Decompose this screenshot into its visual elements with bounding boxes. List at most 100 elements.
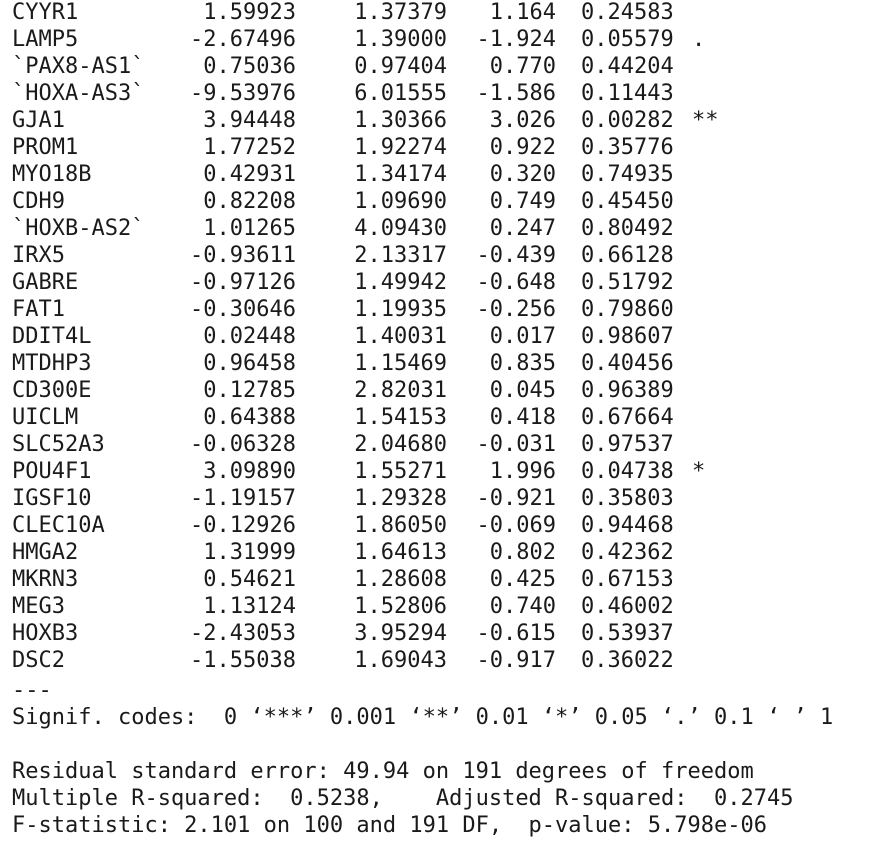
estimate-value: 1.13124 [203,594,296,619]
p-value: 0.24583 [581,0,674,25]
p-value: 0.79860 [581,297,674,322]
estimate-value: 0.82208 [203,189,296,214]
p-value: 0.11443 [581,81,674,106]
gene-name: GABRE [12,270,79,295]
estimate-value: 1.01265 [203,216,296,241]
gene-name: FAT1 [12,297,65,322]
std-error-value: 1.39000 [354,27,447,52]
t-value: 3.026 [489,108,556,133]
std-error-value: 1.64613 [354,540,447,565]
estimate-value: -0.97126 [190,270,296,295]
p-value: 0.40456 [581,351,674,376]
std-error-value: 1.69043 [354,648,447,673]
std-error-value: 1.52806 [354,594,447,619]
t-value: 0.017 [489,324,556,349]
p-value: 0.51792 [581,270,674,295]
std-error-value: 4.09430 [354,216,447,241]
residual-error-line: Residual standard error: 49.94 on 191 de… [12,759,754,784]
estimate-value: 3.94448 [203,108,296,133]
t-value: -0.256 [476,297,556,322]
p-value: 0.97537 [581,432,674,457]
std-error-value: 1.09690 [354,189,447,214]
r-squared-line: Multiple R-squared: 0.5238, Adjusted R-s… [12,786,807,811]
t-value: -0.921 [476,486,556,511]
p-value: 0.53937 [581,621,674,646]
std-error-value: 1.54153 [354,405,447,430]
estimate-value: 3.09890 [203,459,296,484]
estimate-value: -1.55038 [190,648,296,673]
estimate-value: -0.06328 [190,432,296,457]
gene-name: `HOXB-AS2` [12,216,145,241]
t-value: 0.740 [489,594,556,619]
gene-name: GJA1 [12,108,65,133]
std-error-value: 1.30366 [354,108,447,133]
t-value: -1.924 [476,27,556,52]
std-error-value: 3.95294 [354,621,447,646]
std-error-value: 1.49942 [354,270,447,295]
std-error-value: 6.01555 [354,81,447,106]
std-error-value: 1.29328 [354,486,447,511]
t-value: 0.418 [489,405,556,430]
p-value: 0.00282 [581,108,674,133]
p-value: 0.35776 [581,135,674,160]
signif-codes-line: Signif. codes: 0 ‘***’ 0.001 ‘**’ 0.01 ‘… [12,705,834,730]
p-value: 0.36022 [581,648,674,673]
p-value: 0.35803 [581,486,674,511]
estimate-value: 0.64388 [203,405,296,430]
t-value: 0.320 [489,162,556,187]
gene-name: PROM1 [12,135,79,160]
std-error-value: 1.86050 [354,513,447,538]
t-value: 1.164 [489,0,556,25]
std-error-value: 1.15469 [354,351,447,376]
gene-name: MYO18B [12,162,92,187]
p-value: 0.46002 [581,594,674,619]
estimate-value: 1.59923 [203,0,296,25]
t-value: 0.749 [489,189,556,214]
estimate-value: -9.53976 [190,81,296,106]
gene-name: DSC2 [12,648,65,673]
gene-name: MKRN3 [12,567,79,592]
gene-name: `PAX8-AS1` [12,54,145,79]
gene-name: CYYR1 [12,0,79,25]
estimate-value: 1.31999 [203,540,296,565]
separator-line: --- [12,678,52,703]
t-value: -0.069 [476,513,556,538]
gene-name: MEG3 [12,594,65,619]
estimate-value: 0.54621 [203,567,296,592]
estimate-value: -0.30646 [190,297,296,322]
estimate-value: 0.75036 [203,54,296,79]
gene-name: CDH9 [12,189,65,214]
gene-name: MTDHP3 [12,351,92,376]
std-error-value: 0.97404 [354,54,447,79]
p-value: 0.98607 [581,324,674,349]
signif-marker: ** [692,108,719,133]
p-value: 0.74935 [581,162,674,187]
t-value: -1.586 [476,81,556,106]
gene-name: IGSF10 [12,486,92,511]
t-value: 0.922 [489,135,556,160]
p-value: 0.67664 [581,405,674,430]
t-value: -0.917 [476,648,556,673]
p-value: 0.94468 [581,513,674,538]
gene-name: CD300E [12,378,92,403]
gene-name: POU4F1 [12,459,92,484]
gene-name: UICLM [12,405,79,430]
t-value: -0.439 [476,243,556,268]
p-value: 0.44204 [581,54,674,79]
p-value: 0.80492 [581,216,674,241]
estimate-value: 0.96458 [203,351,296,376]
gene-name: DDIT4L [12,324,92,349]
p-value: 0.04738 [581,459,674,484]
t-value: 0.835 [489,351,556,376]
estimate-value: -1.19157 [190,486,296,511]
p-value: 0.96389 [581,378,674,403]
std-error-value: 1.34174 [354,162,447,187]
std-error-value: 1.55271 [354,459,447,484]
gene-name: SLC52A3 [12,432,105,457]
t-value: 1.996 [489,459,556,484]
t-value: -0.648 [476,270,556,295]
t-value: -0.031 [476,432,556,457]
gene-name: HMGA2 [12,540,79,565]
f-statistic-line: F-statistic: 2.101 on 100 and 191 DF, p-… [12,813,767,838]
